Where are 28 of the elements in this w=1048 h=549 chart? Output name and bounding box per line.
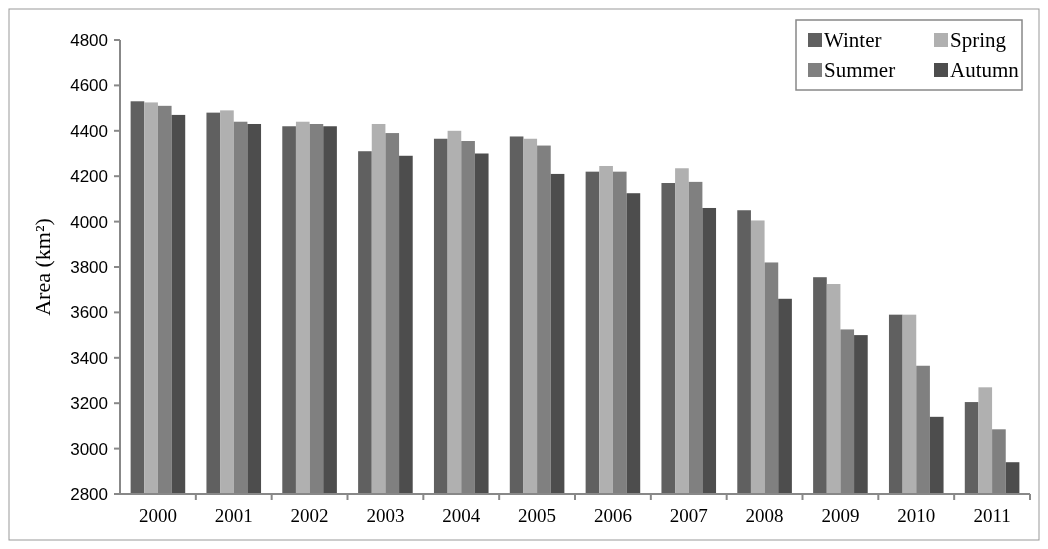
x-tick-label: 2000: [138, 505, 177, 526]
x-tick-label: 2011: [973, 505, 1011, 526]
y-tick-label: 2800: [70, 484, 108, 504]
y-tick-label: 3800: [70, 257, 108, 277]
x-tick-label: 2001: [214, 505, 253, 526]
y-tick-label: 3200: [70, 394, 108, 414]
legend-label: Autumn: [950, 58, 1020, 83]
x-tick-label: 2007: [669, 505, 708, 526]
x-tick-label: 2006: [593, 505, 632, 526]
x-tick-label: 2004: [442, 505, 481, 526]
y-axis-title: Area (km²): [30, 218, 55, 316]
x-tick-label: 2003: [366, 505, 405, 526]
legend-label: Summer: [824, 58, 896, 83]
x-tick-label: 2009: [821, 505, 860, 526]
x-tick-label: 2010: [897, 505, 936, 526]
legend-label: Spring: [950, 28, 1007, 53]
x-tick-label: 2002: [290, 505, 329, 526]
y-tick-label: 4000: [70, 212, 108, 232]
y-tick-label: 3600: [70, 303, 108, 323]
x-tick-label: 2005: [518, 505, 557, 526]
y-tick-label: 3400: [70, 348, 108, 368]
y-tick-label: 4600: [70, 76, 108, 96]
y-tick-label: 4800: [70, 30, 108, 50]
legend-label: Winter: [824, 28, 882, 53]
x-tick-label: 2008: [745, 505, 784, 526]
y-tick-label: 4400: [70, 121, 108, 141]
y-tick-label: 4200: [70, 167, 108, 187]
y-tick-label: 3000: [70, 439, 108, 459]
